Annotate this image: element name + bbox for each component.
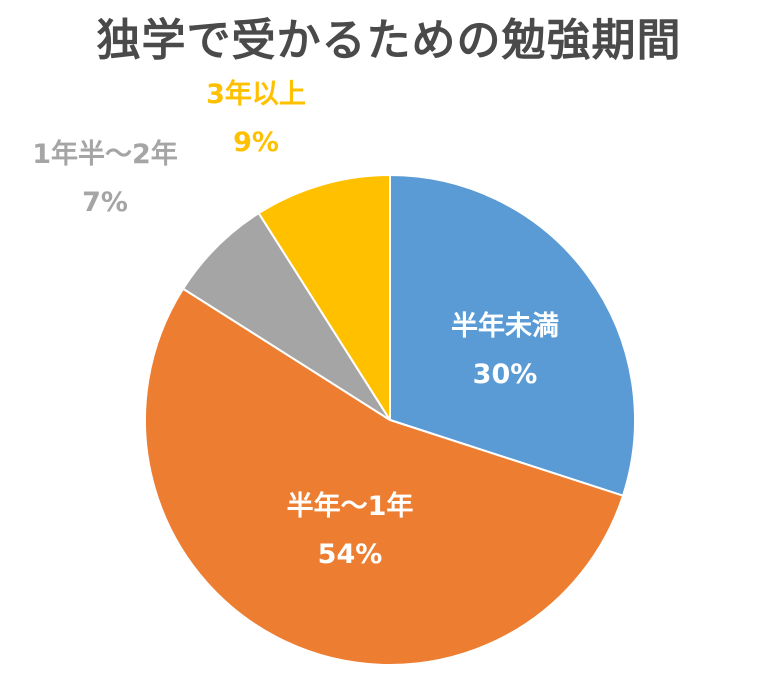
slice-label-4: 3年以上 [206,78,306,110]
pie-slice-1 [389,174,637,497]
slice-label-3: 1年半〜2年 [32,138,178,170]
slice-label-1: 半年未満 [451,310,559,342]
slice-value-2: 54% [318,539,383,570]
pie-slice-2 [144,287,625,666]
pie-labels: 半年未満 30% 半年〜1年 54% 1年半〜2年 7% 3年以上 9% [32,78,559,570]
pie-slice-4 [257,174,391,421]
chart-title: 独学で受かるための勉強期間 [96,15,682,66]
slice-value-3: 7% [82,187,128,218]
pie-slice-3 [182,212,391,421]
slice-value-1: 30% [473,359,538,390]
slice-value-4: 9% [233,127,279,158]
slice-label-2: 半年〜1年 [287,490,414,522]
pie-slices [144,174,637,666]
